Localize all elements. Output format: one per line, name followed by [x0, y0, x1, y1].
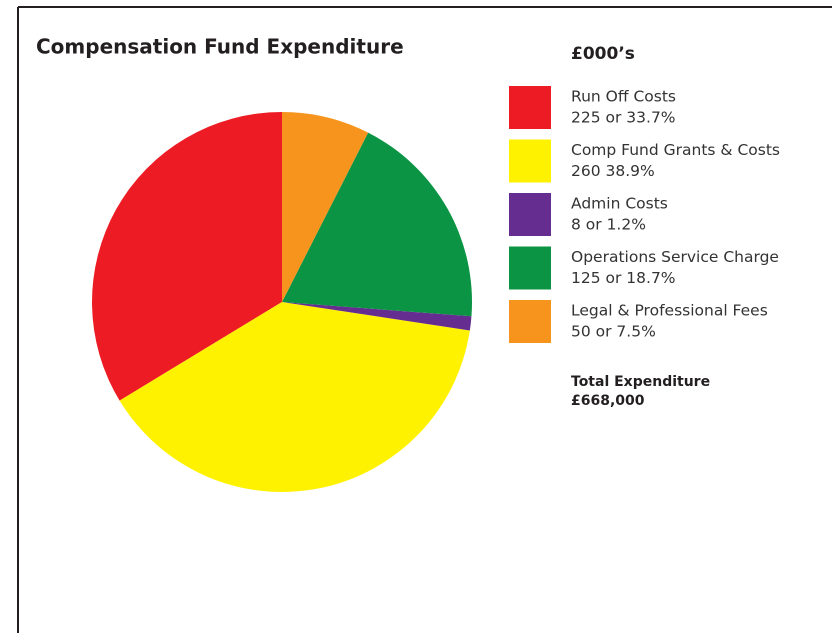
pie-slice	[282, 302, 472, 331]
value-label: 50 or 7.5%	[571, 323, 656, 341]
pie-slice	[119, 302, 470, 493]
pie-slice	[92, 112, 283, 401]
pie-slice	[282, 132, 472, 317]
legend-label: Admin Costs	[571, 195, 668, 213]
legend-swatch	[509, 86, 551, 129]
legend-label: Comp Fund Grants & Costs	[571, 141, 780, 159]
legend-swatch	[509, 300, 551, 343]
value-label: 260 38.9%	[571, 162, 655, 180]
value-label: 8 or 1.2%	[571, 216, 646, 234]
legend-swatch	[509, 193, 551, 236]
value-label: 125 or 18.7%	[571, 269, 676, 287]
annotation: Total Expenditure	[571, 374, 710, 390]
annotation: £668,000	[571, 393, 645, 409]
pie-slice	[282, 112, 369, 302]
chart-subtitle: £000’s	[571, 44, 635, 64]
legend-swatch	[509, 246, 551, 290]
chart-title: Compensation Fund Expenditure	[36, 35, 404, 59]
legend-label: Legal & Professional Fees	[571, 302, 768, 320]
value-label: 225 or 33.7%	[571, 109, 676, 127]
legend-label: Run Off Costs	[571, 88, 676, 106]
legend-label: Operations Service Charge	[571, 248, 779, 266]
legend-swatch	[509, 139, 551, 183]
